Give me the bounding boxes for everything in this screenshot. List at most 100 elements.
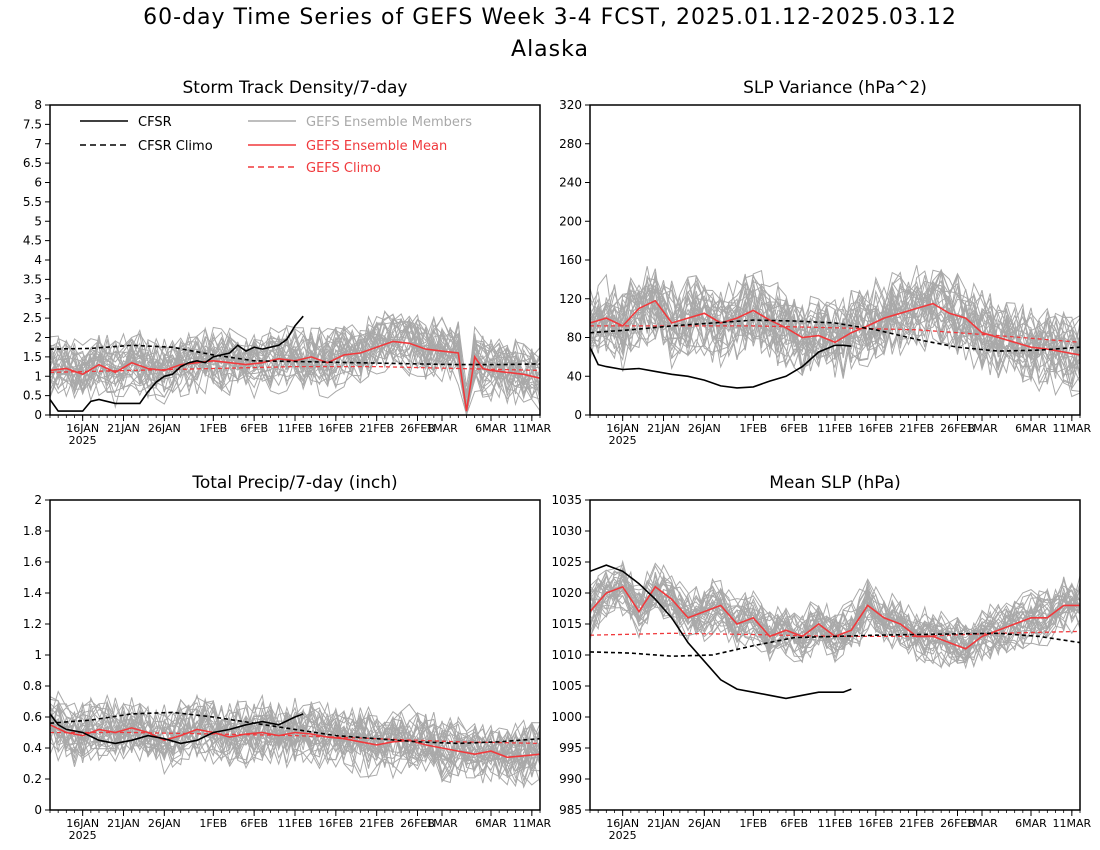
- y-tick-label: 2.5: [23, 311, 42, 325]
- y-tick-label: 6: [34, 176, 42, 190]
- x-tick-label: 26FEB: [940, 817, 975, 830]
- ensemble-member-line: [50, 702, 540, 773]
- ensemble-members: [590, 559, 1080, 670]
- y-tick-label: 1020: [551, 586, 582, 600]
- x-tick-label: 21JAN: [107, 817, 140, 830]
- ensemble-member-line: [50, 718, 540, 786]
- series-line-cfsr: [50, 315, 304, 412]
- x-tick-label: 1MAR: [966, 422, 998, 435]
- x-tick-label: 1FEB: [199, 817, 227, 830]
- y-tick-label: 160: [559, 253, 582, 267]
- ensemble-member-line: [50, 716, 540, 780]
- x-tick-label: 11FEB: [278, 422, 313, 435]
- panel-title: Total Precip/7-day (inch): [191, 473, 397, 493]
- x-tick-label: 26JAN: [148, 817, 181, 830]
- x-tick-label: 26JAN: [688, 817, 721, 830]
- ensemble-member-line: [590, 304, 1080, 390]
- x-tick-label: 6FEB: [240, 422, 268, 435]
- ensemble-member-line: [590, 287, 1080, 397]
- ensemble-member-line: [590, 289, 1080, 379]
- series-line-cfsr: [50, 713, 304, 745]
- x-tick-label: 21JAN: [107, 422, 140, 435]
- legend-label: GEFS Ensemble Members: [306, 115, 472, 130]
- ensemble-member-line: [590, 562, 1080, 644]
- y-tick-label: 0.2: [23, 772, 42, 786]
- ensemble-member-line: [50, 696, 540, 757]
- y-tick-label: 1.4: [23, 586, 42, 600]
- y-tick-label: 1000: [551, 710, 582, 724]
- x-tick-label: 11MAR: [513, 422, 552, 435]
- y-tick-label: 80: [567, 331, 582, 345]
- x-tick-label: 6FEB: [240, 817, 268, 830]
- x-tick-label: 1FEB: [739, 817, 767, 830]
- legend-label: GEFS Climo: [306, 161, 381, 176]
- ensemble-member-line: [50, 319, 540, 414]
- legend-label: CFSR Climo: [138, 139, 213, 154]
- y-tick-label: 6.5: [23, 156, 42, 170]
- x-tick-label: 16FEB: [858, 817, 893, 830]
- x-tick-label: 16FEB: [318, 817, 353, 830]
- x-tick-label: 6MAR: [1015, 817, 1047, 830]
- x-tick-label: 6MAR: [1015, 422, 1047, 435]
- y-tick-label: 0.4: [23, 741, 42, 755]
- x-tick-label: 26FEB: [940, 422, 975, 435]
- x-tick-label: 21JAN: [647, 422, 680, 435]
- chart-panel-2: SLP Variance (hPa^2) 0 40 80 120 160 200 240 280…: [559, 78, 1091, 447]
- ensemble-members: [590, 265, 1080, 398]
- series-line-gefs-ensemble-mean: [590, 299, 1080, 356]
- x-tick-label: 21FEB: [899, 817, 934, 830]
- y-tick-label: 1.6: [23, 555, 42, 569]
- ensemble-member-line: [50, 697, 540, 765]
- series-line-gefs-climo: [50, 365, 540, 374]
- ensemble-member-line: [50, 720, 540, 789]
- ensemble-member-line: [50, 708, 540, 783]
- x-tick-label: 11FEB: [818, 422, 853, 435]
- x-tick-label: 6MAR: [475, 817, 507, 830]
- y-tick-label: 995: [559, 741, 582, 755]
- x-tick-label: 6FEB: [780, 817, 808, 830]
- x-tick-label: 16FEB: [318, 422, 353, 435]
- x-tick-label: 26FEB: [400, 817, 435, 830]
- x-tick-label: 11MAR: [513, 817, 552, 830]
- ensemble-member-line: [590, 288, 1080, 383]
- figure-title: 60-day Time Series of GEFS Week 3-4 FCST…: [143, 5, 957, 30]
- series-line-gefs-ensemble-mean: [50, 340, 540, 412]
- plot-frame: [589, 104, 1081, 416]
- x-tick-label: 26JAN: [148, 422, 181, 435]
- x-tick-label: 16JAN: [606, 422, 639, 435]
- y-tick-label: 240: [559, 176, 582, 190]
- chart-panel-1: Storm Track Density/7-day 0 0.5 1 1.5 2 2.5 3 3.…: [23, 78, 552, 447]
- x-tick-label: 21JAN: [647, 817, 680, 830]
- y-tick-label: 1.5: [23, 350, 42, 364]
- x-tick-year-label: 2025: [609, 434, 637, 447]
- ensemble-members: [50, 690, 540, 789]
- ensemble-member-line: [50, 722, 540, 786]
- chart-panel-3: Total Precip/7-day (inch)00.20.40.60.811…: [23, 473, 552, 842]
- series-line-cfsr-climo: [50, 344, 540, 366]
- y-tick-label: 1015: [551, 617, 582, 631]
- x-tick-label: 6FEB: [780, 422, 808, 435]
- y-tick-label: 320: [559, 98, 582, 112]
- legend-label: CFSR: [138, 115, 172, 130]
- series-line-gefs-climo: [50, 731, 540, 745]
- y-tick-label: 200: [559, 214, 582, 228]
- y-tick-label: 1010: [551, 648, 582, 662]
- x-tick-label: 16FEB: [858, 422, 893, 435]
- series-line-cfsr: [590, 344, 852, 389]
- x-tick-label: 11MAR: [1053, 422, 1092, 435]
- series-line-gefs-ensemble-mean: [50, 724, 540, 759]
- series-line-cfsr: [590, 564, 852, 700]
- ensemble-member-line: [590, 280, 1080, 367]
- x-tick-label: 26JAN: [688, 422, 721, 435]
- chart-panel-4: Mean SLP (hPa) 985 990 995 1000 1005 1010 1015 1…: [551, 473, 1091, 842]
- x-tick-label: 21FEB: [899, 422, 934, 435]
- y-tick-label: 2: [34, 493, 42, 507]
- y-tick-label: 1: [34, 648, 42, 662]
- y-tick-label: 985: [559, 803, 582, 817]
- y-tick-label: 1025: [551, 555, 582, 569]
- legend-label: GEFS Ensemble Mean: [306, 139, 447, 154]
- x-tick-label: 11FEB: [278, 817, 313, 830]
- series-line-cfsr-climo: [590, 632, 1080, 658]
- y-tick-label: 4.5: [23, 234, 42, 248]
- ensemble-member-line: [590, 584, 1080, 664]
